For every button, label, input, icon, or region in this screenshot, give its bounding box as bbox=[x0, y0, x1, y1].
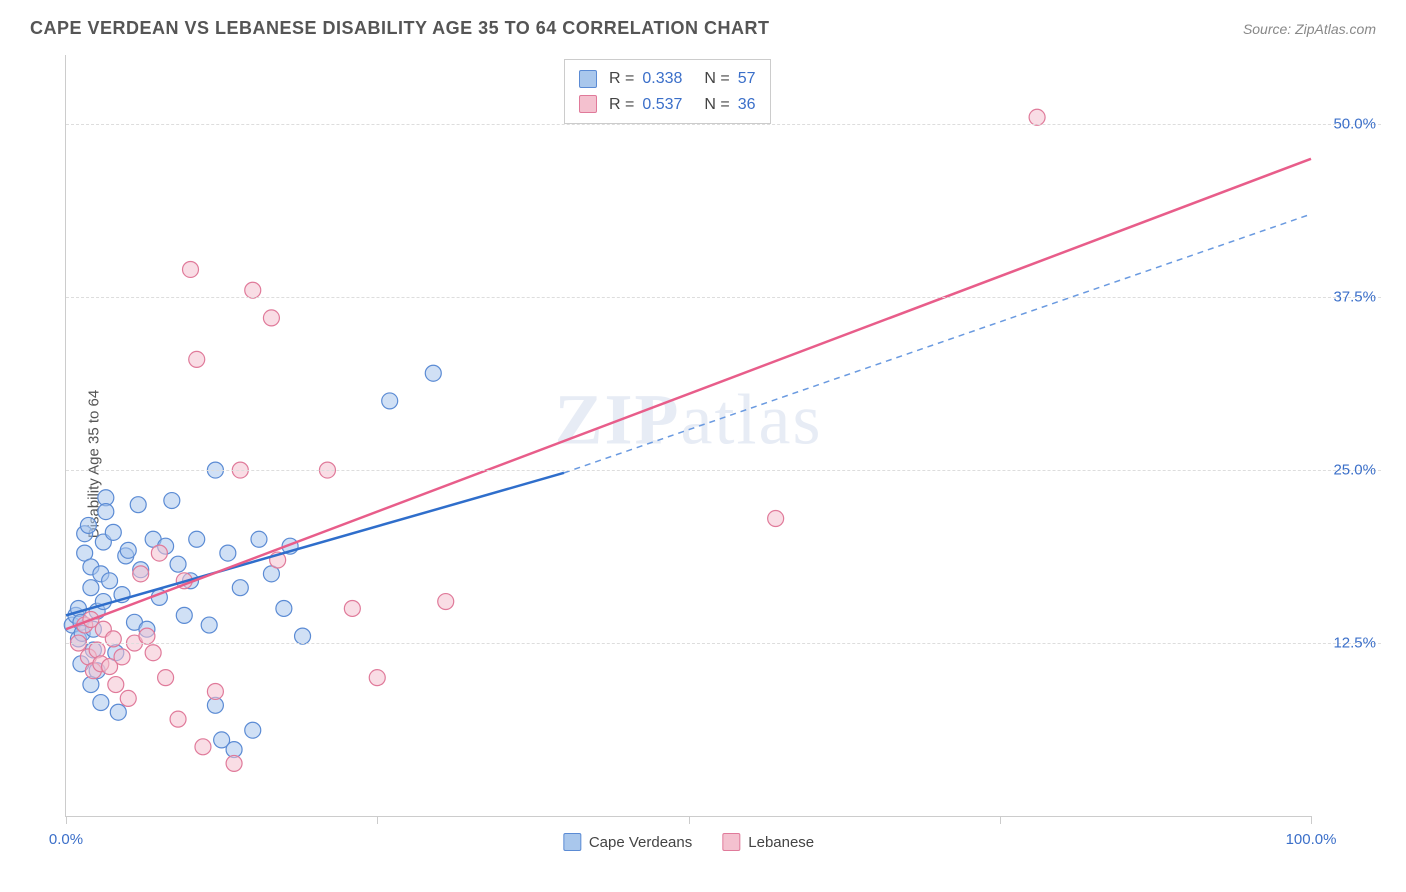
data-point bbox=[108, 677, 124, 693]
data-point bbox=[120, 542, 136, 558]
ytick-label: 37.5% bbox=[1333, 289, 1376, 306]
trend-line-ext bbox=[564, 214, 1311, 473]
data-point bbox=[195, 739, 211, 755]
chart-title: CAPE VERDEAN VS LEBANESE DISABILITY AGE … bbox=[30, 18, 769, 39]
ytick-label: 50.0% bbox=[1333, 116, 1376, 133]
data-point bbox=[295, 628, 311, 644]
gridline bbox=[66, 470, 1381, 471]
xtick bbox=[377, 816, 378, 824]
data-point bbox=[83, 580, 99, 596]
data-point bbox=[189, 351, 205, 367]
data-point bbox=[207, 683, 223, 699]
legend-item: Lebanese bbox=[722, 833, 814, 851]
data-point bbox=[120, 690, 136, 706]
r-prefix: R = bbox=[609, 92, 634, 118]
data-point bbox=[768, 511, 784, 527]
n-value-0: 57 bbox=[738, 66, 756, 92]
data-point bbox=[164, 493, 180, 509]
swatch-series-1 bbox=[722, 833, 740, 851]
data-point bbox=[220, 545, 236, 561]
legend-stats-row: R = 0.338 N = 57 bbox=[579, 66, 756, 92]
n-prefix: N = bbox=[704, 92, 729, 118]
data-point bbox=[344, 600, 360, 616]
trend-line bbox=[66, 159, 1311, 629]
data-point bbox=[110, 704, 126, 720]
legend-item: Cape Verdeans bbox=[563, 833, 692, 851]
xtick bbox=[66, 816, 67, 824]
data-point bbox=[176, 607, 192, 623]
xtick bbox=[1311, 816, 1312, 824]
plot-area: R = 0.338 N = 57 R = 0.537 N = 36 ZIPatl… bbox=[65, 55, 1311, 817]
data-point bbox=[98, 504, 114, 520]
n-prefix: N = bbox=[704, 66, 729, 92]
xtick-label: 100.0% bbox=[1286, 831, 1337, 848]
data-point bbox=[170, 711, 186, 727]
trend-line bbox=[66, 473, 564, 616]
data-point bbox=[151, 545, 167, 561]
data-point bbox=[382, 393, 398, 409]
chart-container: Disability Age 35 to 64 R = 0.338 N = 57… bbox=[35, 55, 1381, 872]
data-point bbox=[1029, 109, 1045, 125]
data-point bbox=[276, 600, 292, 616]
r-value-1: 0.537 bbox=[642, 92, 682, 118]
plot-svg bbox=[66, 55, 1311, 816]
data-point bbox=[145, 645, 161, 661]
source-label: Source: ZipAtlas.com bbox=[1243, 21, 1376, 37]
data-point bbox=[105, 524, 121, 540]
swatch-series-0 bbox=[579, 70, 597, 88]
data-point bbox=[105, 631, 121, 647]
data-point bbox=[263, 310, 279, 326]
xtick-label: 0.0% bbox=[49, 831, 83, 848]
n-value-1: 36 bbox=[738, 92, 756, 118]
data-point bbox=[83, 677, 99, 693]
data-point bbox=[245, 282, 261, 298]
series-name-0: Cape Verdeans bbox=[589, 834, 692, 851]
r-value-0: 0.338 bbox=[642, 66, 682, 92]
data-point bbox=[245, 722, 261, 738]
data-point bbox=[226, 755, 242, 771]
data-point bbox=[425, 365, 441, 381]
ytick-label: 12.5% bbox=[1333, 635, 1376, 652]
gridline bbox=[66, 297, 1381, 298]
swatch-series-1 bbox=[579, 95, 597, 113]
data-point bbox=[170, 556, 186, 572]
ytick-label: 25.0% bbox=[1333, 462, 1376, 479]
data-point bbox=[158, 670, 174, 686]
legend-stats-row: R = 0.537 N = 36 bbox=[579, 92, 756, 118]
data-point bbox=[232, 580, 248, 596]
data-point bbox=[438, 594, 454, 610]
data-point bbox=[114, 649, 130, 665]
swatch-series-0 bbox=[563, 833, 581, 851]
data-point bbox=[183, 261, 199, 277]
xtick bbox=[1000, 816, 1001, 824]
data-point bbox=[102, 573, 118, 589]
series-name-1: Lebanese bbox=[748, 834, 814, 851]
data-point bbox=[189, 531, 205, 547]
data-point bbox=[80, 517, 96, 533]
legend-series: Cape Verdeans Lebanese bbox=[563, 833, 814, 851]
data-point bbox=[139, 628, 155, 644]
data-point bbox=[130, 497, 146, 513]
data-point bbox=[251, 531, 267, 547]
legend-stats: R = 0.338 N = 57 R = 0.537 N = 36 bbox=[564, 59, 771, 124]
xtick bbox=[689, 816, 690, 824]
data-point bbox=[133, 566, 149, 582]
r-prefix: R = bbox=[609, 66, 634, 92]
data-point bbox=[369, 670, 385, 686]
gridline bbox=[66, 124, 1381, 125]
data-point bbox=[201, 617, 217, 633]
gridline bbox=[66, 643, 1381, 644]
data-point bbox=[93, 695, 109, 711]
